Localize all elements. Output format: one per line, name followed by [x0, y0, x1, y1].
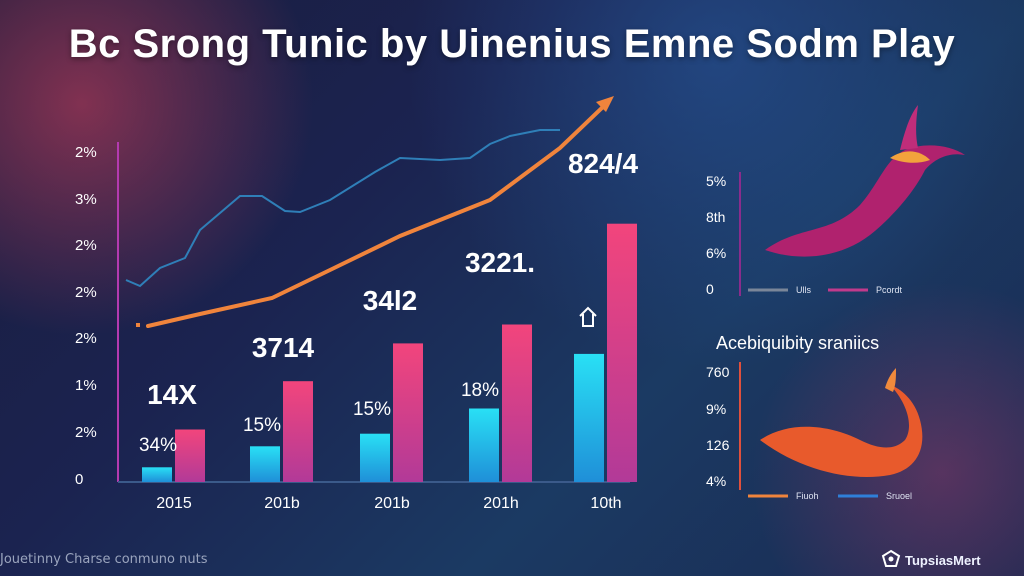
trend-line-orange [146, 102, 608, 328]
right-top-y-tick: 8th [706, 209, 725, 225]
house-icon-outline [579, 306, 597, 327]
bar-value-label-large: 824/4 [568, 148, 638, 179]
bar-value-label-large: 3221. [465, 247, 535, 278]
bar-series-1-3 [502, 324, 532, 482]
right-top-legend-label: Ulls [796, 285, 811, 295]
y-tick-label: 2% [75, 424, 97, 441]
trend-start-dot [136, 323, 140, 327]
bar-value-label-large: 3714 [252, 332, 315, 363]
right-bottom-y-tick: 760 [706, 364, 730, 380]
bar-value-label-large: 34l2 [363, 285, 418, 316]
x-tick-label: 201b [374, 495, 410, 512]
right-top-area-shape [765, 145, 965, 257]
right-bottom-y-tick: 4% [706, 473, 726, 489]
x-tick-label: 201h [483, 495, 519, 512]
footer-caption: Jouetinny Charse conmuno nuts [0, 552, 208, 567]
bar-series-1-4 [607, 223, 637, 482]
bar-series-0-1 [250, 446, 280, 482]
trend-arrowhead [596, 96, 614, 112]
y-tick-label: 2% [75, 284, 97, 301]
bar-value-label-small: 15% [243, 415, 281, 436]
brand-logo-icon [881, 549, 901, 567]
brand-name: TupsiasMert [905, 553, 981, 568]
bar-series-1-0 [175, 429, 205, 482]
bar-series-0-2 [360, 433, 390, 482]
x-tick-label: 2015 [156, 495, 192, 512]
bar-value-label-large: 14X [147, 379, 197, 410]
right-top-legend-label: Pcordt [876, 285, 903, 295]
right-bottom-legend-label: Sruoel [886, 491, 912, 501]
bar-value-label-small: 34% [139, 435, 177, 456]
chart-title: Bc Srong Tunic by Uinenius Emne Sodm Pla… [68, 22, 956, 66]
right-top-y-tick: 0 [706, 281, 714, 297]
x-tick-label: 10th [590, 495, 621, 512]
house-icon [579, 306, 597, 327]
right-top-y-tick: 6% [706, 245, 726, 261]
y-tick-label: 2% [75, 330, 97, 347]
bar-series-1-2 [393, 343, 423, 482]
y-tick-label: 2% [75, 144, 97, 161]
bar-series-1-1 [283, 381, 313, 482]
right-bottom-area-spike [885, 368, 896, 392]
right-bottom-legend-label: Fiuoh [796, 491, 819, 501]
bar-value-label-small: 15% [353, 399, 391, 420]
y-tick-label: 1% [75, 377, 97, 394]
right-bottom-area-shape [760, 385, 923, 477]
bar-series-0-4 [574, 353, 604, 482]
right-top-area-highlight [890, 151, 930, 163]
x-tick-label: 201b [264, 495, 300, 512]
right-bottom-chart-title: Acebiquibity sraniics [716, 333, 880, 353]
bar-value-label-small: 18% [461, 380, 499, 401]
right-bottom-y-tick: 126 [706, 437, 730, 453]
bar-series-0-3 [469, 408, 499, 482]
y-tick-label: 0 [75, 471, 83, 488]
right-top-area-spike [900, 105, 918, 150]
y-tick-label: 2% [75, 237, 97, 254]
y-tick-label: 3% [75, 191, 97, 208]
right-bottom-y-tick: 9% [706, 401, 726, 417]
trend-line-blue [125, 129, 560, 288]
right-top-y-tick: 5% [706, 173, 726, 189]
bar-series-0-0 [142, 467, 172, 482]
